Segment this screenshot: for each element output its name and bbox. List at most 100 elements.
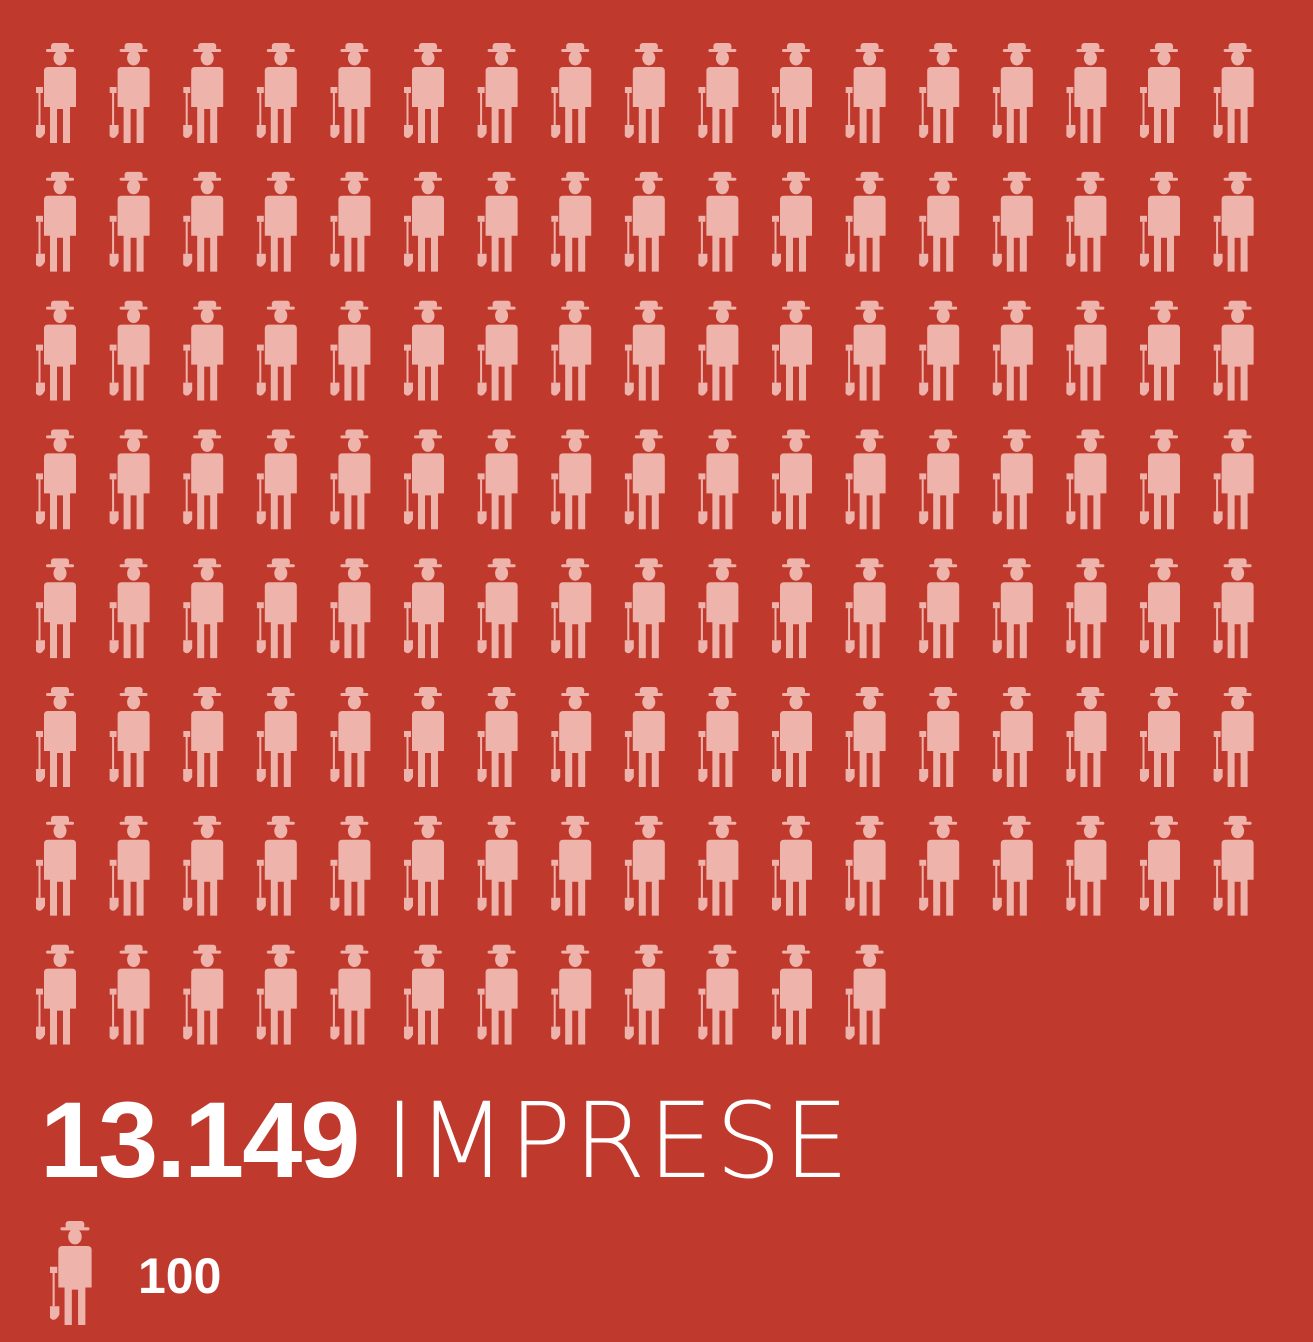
farmer-icon	[183, 300, 224, 401]
farmer-icon	[624, 300, 665, 401]
farmer-icon	[477, 43, 518, 143]
farmer-icon	[772, 558, 812, 659]
farmer-icon	[1213, 558, 1254, 659]
farmer-icon	[1213, 300, 1254, 401]
farmer-icon	[992, 43, 1033, 143]
farmer-icon	[477, 300, 518, 401]
farmer-icon	[919, 171, 960, 272]
farmer-icon	[772, 944, 812, 1045]
farmer-icon	[624, 687, 665, 787]
farmer-icon	[109, 43, 150, 143]
total-headline: 13.149 IMPRESE	[40, 1079, 852, 1202]
farmer-icon	[992, 429, 1033, 530]
farmer-icon	[624, 815, 665, 916]
farmer-icon	[845, 944, 886, 1045]
farmer-icon	[109, 171, 150, 272]
farmer-icon	[551, 43, 592, 143]
farmer-icon	[330, 558, 371, 659]
farmer-icon	[330, 815, 371, 916]
farmer-icon	[624, 558, 665, 659]
farmer-icon	[330, 43, 371, 143]
farmer-icon	[624, 171, 665, 272]
farmer-icon	[256, 43, 297, 143]
farmer-icon	[845, 171, 886, 272]
farmer-icon	[1140, 815, 1180, 916]
farmer-icon	[36, 558, 76, 659]
farmer-icon	[256, 558, 297, 659]
farmer-icon	[1066, 171, 1107, 272]
farmer-icon	[109, 300, 150, 401]
farmer-icon	[698, 558, 739, 659]
farmer-icon	[330, 429, 371, 530]
farmer-icon	[183, 429, 224, 530]
farmer-icon	[256, 300, 297, 401]
farmer-icon	[256, 815, 297, 916]
farmer-icon	[1066, 300, 1107, 401]
farmer-icon	[845, 300, 886, 401]
farmer-icon	[330, 944, 371, 1045]
farmer-icon	[772, 43, 812, 143]
farmer-icon	[624, 944, 665, 1045]
farmer-icon	[256, 429, 297, 530]
farmer-icon	[330, 171, 371, 272]
farmer-icon	[477, 687, 518, 787]
farmer-icon	[36, 944, 76, 1045]
farmer-icon	[36, 300, 76, 401]
total-value: 13.149	[40, 1079, 360, 1200]
farmer-icon	[256, 687, 297, 787]
legend-farmer-icon	[50, 1221, 92, 1325]
farmer-icon	[36, 687, 76, 787]
farmer-icon	[845, 43, 886, 143]
farmer-icon	[404, 300, 444, 401]
farmer-icon	[1213, 429, 1254, 530]
farmer-icon	[1213, 687, 1254, 787]
farmer-icon	[109, 944, 150, 1045]
farmer-icon	[404, 815, 444, 916]
farmer-icon	[1213, 815, 1254, 916]
farmer-icon	[624, 43, 665, 143]
farmer-icon	[845, 815, 886, 916]
total-unit-label: IMPRESE	[384, 1080, 852, 1202]
farmer-icon	[256, 944, 297, 1045]
farmer-icon	[772, 687, 812, 787]
farmer-icon	[992, 300, 1033, 401]
farmer-icon	[1140, 43, 1180, 143]
farmer-icon	[404, 43, 444, 143]
farmer-icon	[698, 944, 739, 1045]
farmer-icon	[992, 171, 1033, 272]
farmer-icon	[183, 43, 224, 143]
farmer-icon	[109, 687, 150, 787]
farmer-icon	[698, 815, 739, 916]
farmer-icon	[698, 429, 739, 530]
farmer-icon	[404, 687, 444, 787]
farmer-icon	[330, 300, 371, 401]
farmer-icon	[919, 815, 960, 916]
farmer-icon	[109, 558, 150, 659]
farmer-icon	[404, 944, 444, 1045]
farmer-icon	[1213, 43, 1254, 143]
farmer-icon	[36, 171, 76, 272]
legend: 100	[40, 1215, 440, 1330]
farmer-icon	[919, 687, 960, 787]
farmer-icon	[477, 815, 518, 916]
farmer-icon	[551, 300, 592, 401]
farmer-icon	[1066, 815, 1107, 916]
farmer-icon	[845, 429, 886, 530]
partial-farmer-icon	[919, 944, 944, 1045]
farmer-icon	[551, 558, 592, 659]
farmer-icon	[109, 815, 150, 916]
farmer-icon	[551, 687, 592, 787]
farmer-icon	[624, 429, 665, 530]
farmer-icon	[1140, 171, 1180, 272]
farmer-icon	[404, 171, 444, 272]
farmer-icon	[551, 815, 592, 916]
farmer-icon	[109, 429, 150, 530]
farmer-icon	[477, 171, 518, 272]
farmer-icon	[992, 558, 1033, 659]
farmer-icon	[919, 558, 960, 659]
farmer-icon	[1140, 558, 1180, 659]
farmer-icon	[1140, 429, 1180, 530]
farmer-icon	[1066, 558, 1107, 659]
farmer-icon	[477, 944, 518, 1045]
